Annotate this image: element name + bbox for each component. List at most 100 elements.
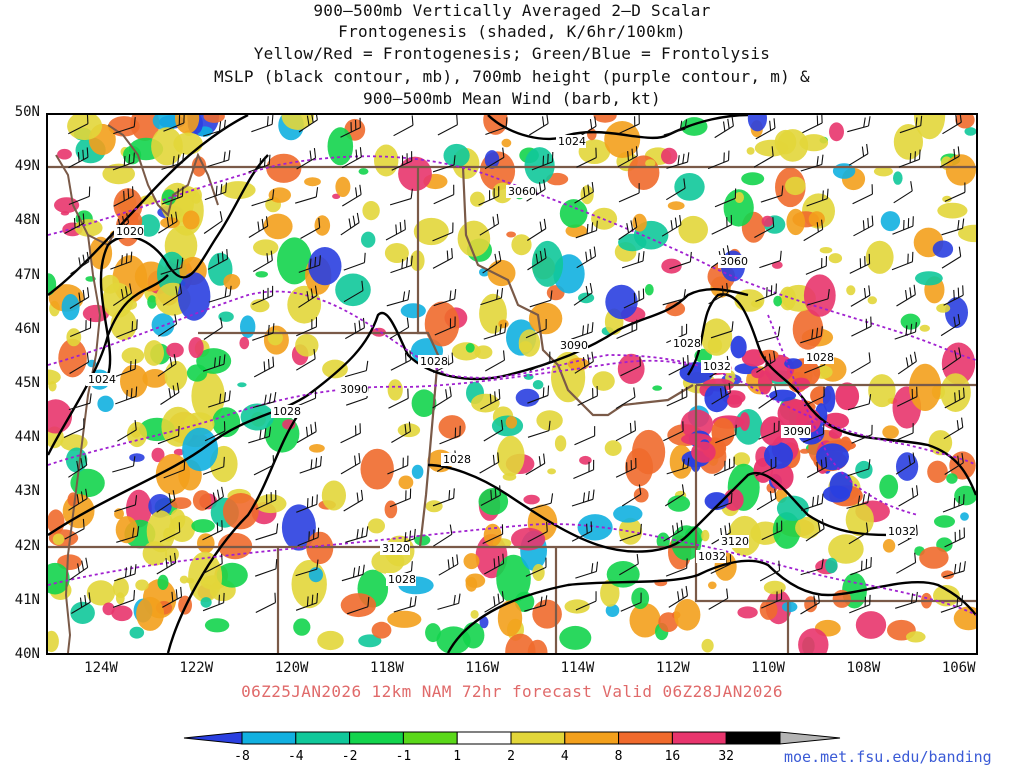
shade-cell: [400, 303, 426, 319]
wind-barb: [662, 289, 686, 306]
shade-cell: [425, 623, 441, 643]
wind-barb: [255, 592, 276, 613]
title-line-4: MSLP (black contour, mb), 700mb height (…: [214, 67, 810, 86]
wind-barb: [668, 355, 689, 376]
colorbar-cell: [456, 731, 512, 745]
wind-barb: [479, 452, 500, 474]
shade-cell: [474, 345, 493, 359]
shade-cell: [515, 388, 540, 407]
wind-barb: [341, 147, 362, 169]
shade-cell: [48, 562, 70, 595]
wind-barb: [251, 189, 275, 207]
wind-barb: [663, 119, 688, 136]
wind-barb: [849, 253, 871, 274]
shade-cell: [188, 551, 223, 603]
shade-cell: [776, 495, 809, 521]
wind-barb: [202, 520, 223, 541]
wind-barb: [895, 452, 916, 475]
shade-cell: [937, 202, 968, 219]
shade-cell: [152, 115, 180, 131]
shade-cell: [411, 389, 437, 418]
wind-barb: [248, 426, 272, 444]
source-credit[interactable]: moe.met.fsu.edu/banding: [784, 748, 992, 766]
shade-cell: [644, 284, 654, 296]
shade-cell: [919, 324, 930, 332]
shade-cell: [828, 534, 864, 564]
colorbar-tick: 8: [615, 749, 623, 764]
wind-barb: [387, 455, 409, 475]
wind-barb: [615, 420, 637, 442]
wind-barb: [484, 591, 505, 613]
mslp-label: 1024: [558, 135, 586, 148]
shade-cell: [958, 224, 976, 243]
shade-cell: [425, 500, 443, 513]
shade-cell: [587, 128, 597, 141]
wind-barb: [162, 586, 183, 608]
shade-cell: [547, 468, 556, 475]
lon-label: 114W: [560, 660, 595, 676]
title-line-2: Frontogenesis (shaded, K/6hr/100km): [338, 22, 686, 41]
wind-barb: [619, 115, 640, 134]
lon-label: 110W: [751, 660, 785, 676]
title-line-3: Yellow/Red = Frontogenesis; Green/Blue =…: [253, 44, 771, 63]
wind-barb: [715, 424, 737, 444]
wind-barb: [483, 322, 507, 340]
wind-barb: [850, 285, 871, 307]
shade-cell: [617, 353, 645, 384]
wind-barb: [899, 115, 923, 134]
wind-barb: [940, 313, 961, 337]
wind-barb: [208, 390, 231, 408]
shade-cell: [627, 155, 660, 190]
wind-barb: [896, 552, 917, 574]
wind-barb: [71, 592, 91, 614]
shade-cell: [362, 201, 380, 221]
wind-barb: [666, 152, 690, 169]
wind-barb: [433, 524, 453, 547]
shade-cell: [527, 639, 548, 653]
wind-barb: [68, 115, 89, 135]
shade-cell: [237, 382, 247, 388]
shade-cell: [773, 295, 783, 307]
wind-barb: [892, 423, 914, 443]
wind-barb: [297, 527, 320, 547]
shade-cell: [708, 581, 717, 590]
shade-cell: [928, 430, 953, 456]
shade-cell: [577, 514, 613, 541]
shade-cell: [281, 504, 316, 551]
wind-barb: [295, 592, 319, 611]
wind-barb: [69, 352, 90, 374]
wind-barb: [621, 251, 645, 269]
shade-cell: [57, 148, 72, 160]
wind-barb: [251, 115, 274, 133]
wind-barb: [156, 552, 177, 575]
shade-cell: [139, 195, 157, 205]
wind-barb: [663, 421, 684, 442]
wind-barb: [574, 181, 594, 204]
wind-barb: [163, 460, 186, 479]
wind-barb: [942, 115, 962, 135]
wind-barb: [63, 418, 85, 438]
wind-barb: [207, 150, 231, 168]
wind-barb: [68, 147, 89, 169]
shade-cell: [222, 493, 259, 530]
wind-barb: [665, 484, 685, 507]
shade-cell: [532, 599, 562, 629]
wind-barb: [343, 252, 366, 271]
shade-cell: [102, 602, 115, 616]
height-label: 3090: [560, 339, 588, 352]
wind-barb: [943, 285, 964, 306]
wind-barb: [571, 489, 595, 507]
shade-cell: [936, 303, 951, 313]
shade-cell: [531, 240, 564, 287]
shade-cell: [123, 145, 142, 165]
shade-cell: [304, 177, 321, 187]
shade-cell: [501, 138, 512, 148]
wind-barb: [708, 282, 729, 305]
shade-cell: [592, 371, 615, 391]
wind-barb: [295, 187, 319, 204]
shade-cell: [216, 562, 248, 588]
wind-barb: [113, 116, 136, 135]
wind-barb: [940, 595, 964, 613]
shade-cell: [667, 201, 685, 211]
map-panel: 1024 1020 1024 1028 1028 1028 1028 1032 1028 1032…: [46, 113, 978, 655]
